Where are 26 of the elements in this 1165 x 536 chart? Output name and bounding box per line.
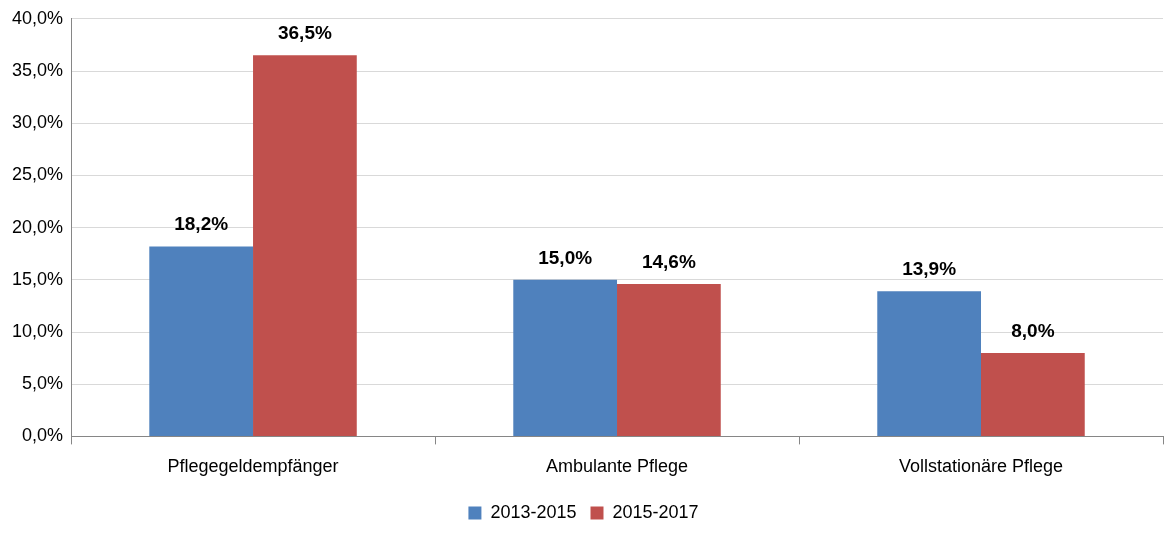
bar bbox=[981, 352, 1085, 436]
data-label: 13,9% bbox=[902, 258, 957, 280]
y-tick-label: 5,0% bbox=[22, 373, 64, 394]
bar bbox=[149, 246, 254, 436]
y-tick-label: 20,0% bbox=[11, 216, 64, 237]
bar bbox=[617, 283, 721, 436]
y-tick-label: 10,0% bbox=[11, 320, 64, 341]
y-tick-label: 30,0% bbox=[11, 112, 64, 133]
data-label: 15,0% bbox=[538, 246, 593, 268]
bar bbox=[877, 291, 982, 436]
y-tick-label: 35,0% bbox=[11, 59, 64, 80]
legend-label: 2013-2015 bbox=[490, 501, 577, 522]
data-label: 14,6% bbox=[641, 250, 696, 272]
y-tick-label: 15,0% bbox=[11, 268, 64, 289]
data-label: 36,5% bbox=[277, 22, 332, 44]
data-label: 8,0% bbox=[1011, 319, 1055, 341]
y-tick-label: 25,0% bbox=[11, 164, 64, 185]
legend-label: 2015-2017 bbox=[612, 501, 699, 522]
x-tick-label: Pflegegeldempfänger bbox=[167, 456, 339, 477]
y-tick-label: 40,0% bbox=[11, 7, 64, 28]
bar bbox=[513, 279, 618, 436]
bar bbox=[253, 55, 357, 436]
x-tick-label: Ambulante Pflege bbox=[545, 456, 689, 477]
data-label: 18,2% bbox=[174, 213, 229, 235]
x-tick-label: Vollstationäre Pflege bbox=[898, 456, 1064, 477]
y-tick-label: 0,0% bbox=[22, 425, 64, 446]
